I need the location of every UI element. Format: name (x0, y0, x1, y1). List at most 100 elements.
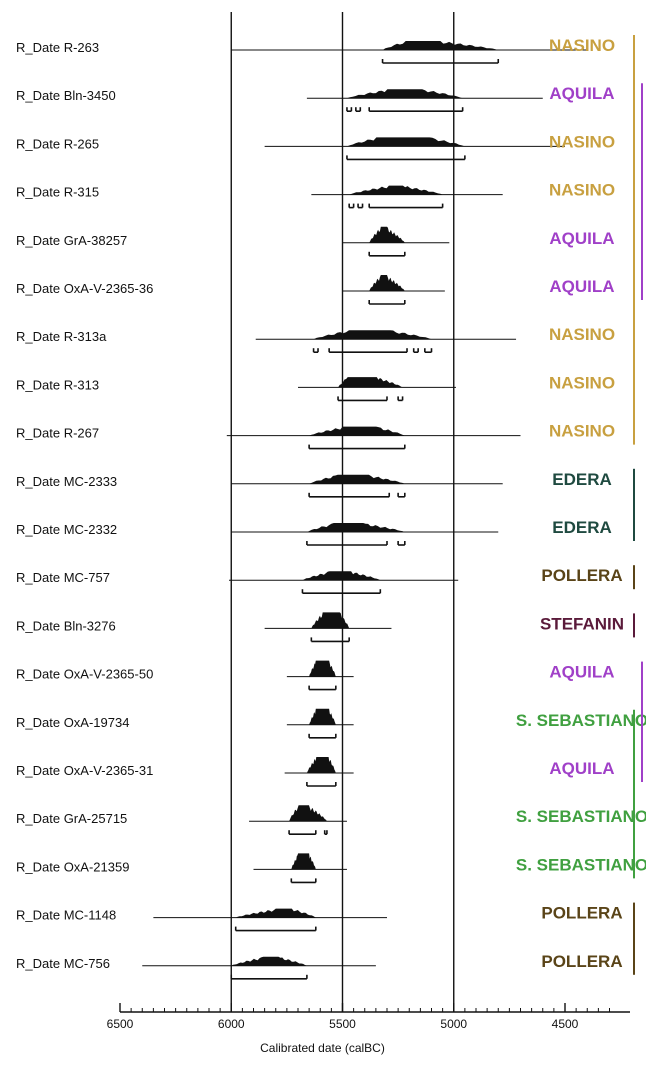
range-bracket (357, 203, 364, 209)
date-label: R_Date OxA-19734 (16, 715, 129, 730)
range-bracket (337, 396, 388, 402)
range-bracket (412, 348, 419, 354)
range-bracket (312, 348, 319, 354)
date-label: R_Date OxA-V-2365-50 (16, 667, 153, 682)
range-bracket (346, 155, 466, 161)
site-label: EDERA (552, 470, 612, 489)
x-axis-major-ticks: 6500 6000 5500 5000 4500 (107, 1003, 579, 1031)
range-bracket (348, 203, 355, 209)
range-bracket (355, 107, 362, 112)
range-bracket (308, 492, 391, 498)
reference-lines (230, 12, 455, 1012)
range-bracket (290, 878, 317, 884)
site-label: AQUILA (549, 663, 614, 682)
range-bracket (328, 348, 408, 354)
site-label: NASINO (549, 36, 615, 55)
range-bracket (288, 830, 317, 836)
date-label: R_Date MC-2333 (16, 474, 117, 489)
site-label: NASINO (549, 132, 615, 151)
range-bracket (397, 396, 404, 402)
date-label: R_Date MC-1148 (16, 908, 116, 923)
probability-distribution (309, 660, 336, 677)
date-row: R_Date R-313a (16, 329, 517, 354)
date-row: R_Date MC-2333 (16, 474, 503, 498)
site-label: NASINO (549, 181, 615, 200)
date-row: R_Date R-265 (16, 136, 565, 161)
range-bracket (230, 974, 308, 980)
probability-distribution (231, 956, 307, 966)
range-bracket (424, 348, 433, 354)
date-label: R_Date OxA-V-2365-36 (16, 281, 153, 296)
site-label: POLLERA (541, 566, 622, 585)
date-row: R_Date MC-1148 (16, 908, 387, 932)
probability-distribution (369, 275, 405, 291)
site-label: NASINO (549, 373, 615, 392)
site-label: NASINO (549, 422, 615, 441)
tick-label: 6000 (218, 1017, 245, 1031)
date-rows: R_Date R-263 R_Date Bln-3450 R_Date R-265 R… (16, 40, 588, 980)
probability-distribution (349, 185, 443, 195)
probability-distribution (338, 377, 403, 388)
probability-distribution (313, 330, 432, 340)
date-label: R_Date R-267 (16, 426, 99, 441)
range-bracket (308, 685, 337, 691)
site-label: STEFANIN (540, 614, 624, 633)
range-bracket (381, 59, 500, 64)
probability-distribution (311, 612, 350, 629)
probability-distribution (306, 757, 336, 773)
probability-distribution (291, 853, 316, 870)
date-row: R_Date GrA-25715 (16, 805, 347, 836)
date-row: R_Date Bln-3450 (16, 88, 543, 112)
probability-distribution (369, 226, 405, 243)
probability-distribution (382, 41, 499, 50)
range-bracket (368, 107, 464, 112)
range-bracket (368, 203, 444, 209)
date-row: R_Date R-267 (16, 426, 521, 450)
date-label: R_Date Bln-3450 (16, 88, 116, 103)
date-label: R_Date R-263 (16, 40, 99, 55)
date-label: R_Date Bln-3276 (16, 618, 116, 633)
date-row: R_Date MC-2332 (16, 522, 499, 546)
tick-label: 5000 (440, 1017, 467, 1031)
site-label: S. SEBASTIANO (516, 855, 646, 874)
range-bracket (301, 589, 382, 595)
range-bracket (397, 541, 406, 546)
range-bracket (346, 107, 353, 112)
date-row: R_Date R-315 (16, 185, 503, 209)
date-row: R_Date OxA-21359 (16, 853, 347, 884)
probability-distribution (306, 523, 405, 532)
range-bracket (306, 782, 337, 787)
probability-distribution (346, 89, 463, 99)
date-row: R_Date OxA-V-2365-50 (16, 660, 354, 691)
date-row: R_Date Bln-3276 (16, 612, 392, 643)
range-bracket (368, 300, 406, 305)
date-row: R_Date MC-756 (16, 956, 376, 980)
probability-distribution (302, 571, 381, 581)
date-row: R_Date MC-757 (16, 570, 459, 595)
date-label: R_Date R-313a (16, 329, 107, 344)
probability-distribution (346, 137, 465, 147)
date-row: R_Date R-313 (16, 377, 456, 402)
range-bracket (323, 830, 328, 836)
date-row: R_Date OxA-19734 (16, 708, 354, 739)
date-label: R_Date OxA-21359 (16, 859, 129, 874)
group-bars (633, 35, 643, 975)
site-label: EDERA (552, 518, 612, 537)
date-label: R_Date R-265 (16, 136, 99, 151)
range-bracket (308, 444, 406, 450)
tick-label: 4500 (552, 1017, 579, 1031)
date-label: R_Date MC-757 (16, 570, 110, 585)
site-label: AQUILA (549, 84, 614, 103)
date-row: R_Date OxA-V-2365-36 (16, 275, 445, 305)
range-bracket (306, 541, 388, 546)
x-axis-title: Calibrated date (calBC) (260, 1041, 385, 1055)
site-label: POLLERA (541, 952, 622, 971)
range-bracket (234, 926, 317, 932)
site-label: NASINO (549, 325, 615, 344)
range-bracket (397, 492, 406, 498)
site-label: S. SEBASTIANO (516, 807, 646, 826)
site-label: AQUILA (549, 759, 614, 778)
site-labels: NASINO AQUILA NASINO NASINO AQUILA AQUILA NASI… (516, 36, 646, 971)
range-bracket (368, 251, 406, 257)
